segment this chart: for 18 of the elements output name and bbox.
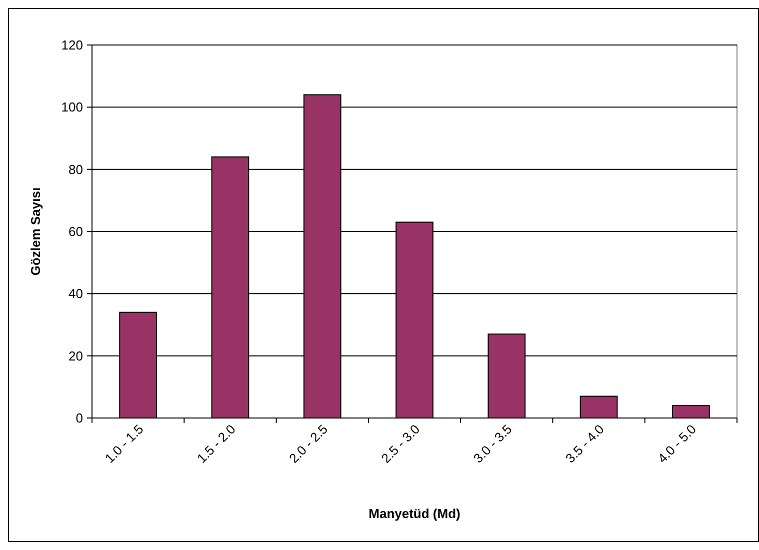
x-tick-label: 2.5 - 3.0	[378, 422, 423, 466]
x-tick-label: 3.0 - 3.5	[470, 422, 515, 466]
x-tick-label: 1.5 - 2.0	[194, 422, 238, 466]
x-axis-title: Manyetüd (Md)	[368, 506, 460, 521]
y-tick-label: 40	[68, 286, 83, 302]
bar	[580, 396, 618, 418]
y-tick-label: 20	[68, 348, 83, 364]
x-tick-label: 4.0 - 5.0	[654, 422, 700, 466]
y-tick-label: 100	[61, 100, 83, 115]
x-tick-label: 2.0 - 2.5	[286, 422, 330, 466]
bar	[672, 405, 710, 418]
y-tick-label: 60	[68, 224, 83, 240]
x-tick-label: 1.0 - 1.5	[102, 422, 146, 466]
y-axis-title: Gözlem Sayısı	[28, 187, 43, 276]
y-tick-label: 120	[61, 38, 83, 53]
y-tick-label: 0	[76, 410, 83, 426]
x-tick-label: 3.5 - 4.0	[562, 422, 607, 466]
y-tick-label: 80	[68, 162, 83, 177]
